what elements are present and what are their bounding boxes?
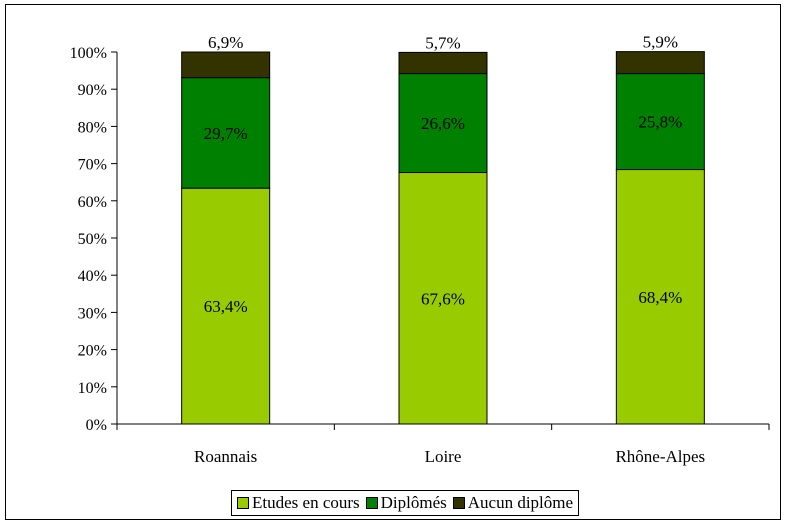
legend-label: Diplômés — [380, 493, 447, 512]
data-label: 68,4% — [638, 288, 682, 307]
bar-segment — [181, 187, 271, 425]
x-category-label: Loire — [425, 447, 462, 466]
y-tick-label: 40% — [78, 268, 107, 285]
legend-item: Diplômés — [365, 493, 447, 513]
data-label: 5,9% — [643, 33, 678, 52]
bar-segment — [181, 51, 271, 79]
x-category-label: Rhône-Alpes — [615, 447, 705, 466]
legend-label: Aucun diplôme — [467, 493, 574, 512]
y-tick-label: 90% — [78, 82, 107, 99]
legend-label: Etudes en cours — [252, 493, 360, 512]
y-tick-label: 60% — [78, 194, 107, 211]
legend-swatch — [237, 497, 249, 509]
y-tick-label: 80% — [78, 119, 107, 136]
legend-swatch — [452, 497, 465, 509]
y-tick-label: 0% — [86, 417, 107, 434]
bar-segment — [398, 51, 488, 75]
legend-item: Etudes en cours — [237, 493, 360, 513]
bar-segment — [398, 172, 488, 425]
legend: Etudes en cours Diplômés Aucun diplôme — [231, 490, 580, 516]
y-tick-label: 20% — [78, 343, 107, 360]
data-label: 26,6% — [421, 114, 465, 133]
legend-item: Aucun diplôme — [452, 493, 574, 513]
y-tick-label: 50% — [78, 231, 107, 248]
data-label: 29,7% — [204, 124, 248, 143]
data-label: 67,6% — [421, 289, 465, 308]
y-tick-label: 30% — [78, 305, 107, 322]
bar-segment — [181, 77, 271, 189]
y-tick-label: 70% — [78, 157, 107, 174]
data-label: 5,7% — [425, 33, 460, 52]
bar-segment — [615, 169, 705, 425]
legend-swatch — [365, 497, 378, 509]
y-tick-label: 100% — [70, 45, 107, 62]
x-category-label: Roannais — [194, 447, 257, 466]
data-label: 25,8% — [638, 113, 682, 132]
bar-segment — [615, 51, 705, 75]
bar-segment — [398, 73, 488, 174]
data-label: 63,4% — [204, 297, 248, 316]
data-label: 6,9% — [208, 33, 243, 52]
y-tick-label: 10% — [78, 380, 107, 397]
